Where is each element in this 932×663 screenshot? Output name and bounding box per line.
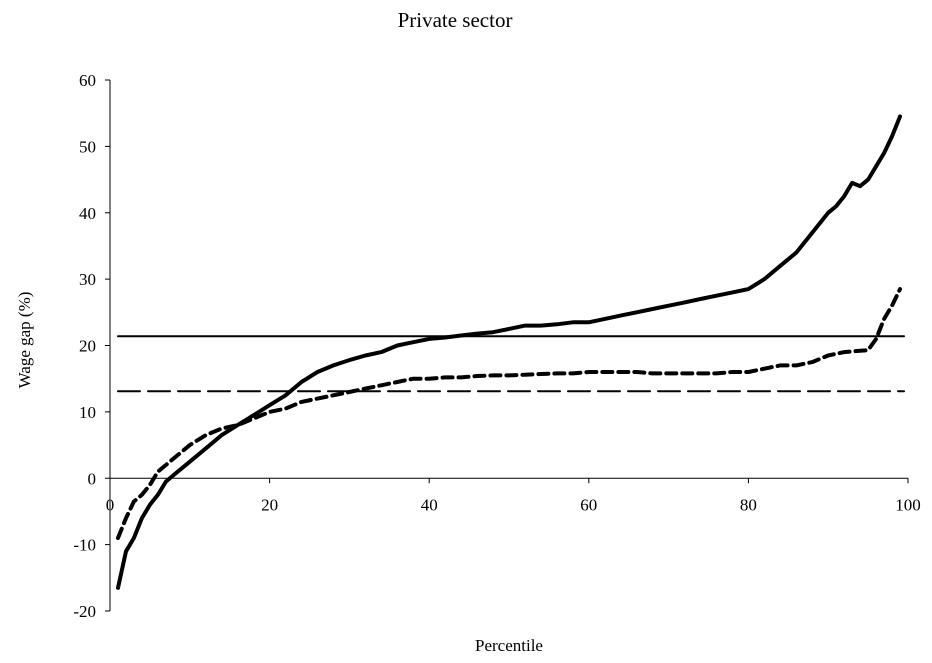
x-axis-label: Percentile xyxy=(475,636,543,655)
x-tick-label: 0 xyxy=(106,495,115,514)
x-tick-label: 40 xyxy=(421,495,438,514)
y-tick-label: -10 xyxy=(73,536,96,555)
y-tick-label: 0 xyxy=(88,469,97,488)
solid-wage-gap-line xyxy=(116,114,902,590)
chart-title: Private sector xyxy=(397,8,513,32)
y-tick-label: 30 xyxy=(79,270,96,289)
y-tick-label: 50 xyxy=(79,137,96,156)
x-tick-label: 100 xyxy=(895,495,921,514)
y-tick-label: 20 xyxy=(79,337,96,356)
y-tick-label: 10 xyxy=(79,403,96,422)
x-tick-label: 80 xyxy=(740,495,757,514)
dashed-wage-gap-line xyxy=(116,287,902,540)
y-tick-label: -20 xyxy=(73,602,96,621)
y-tick-label: 40 xyxy=(79,204,96,223)
x-tick-label: 60 xyxy=(580,495,597,514)
y-tick-label: 60 xyxy=(79,71,96,90)
x-tick-label: 20 xyxy=(261,495,278,514)
